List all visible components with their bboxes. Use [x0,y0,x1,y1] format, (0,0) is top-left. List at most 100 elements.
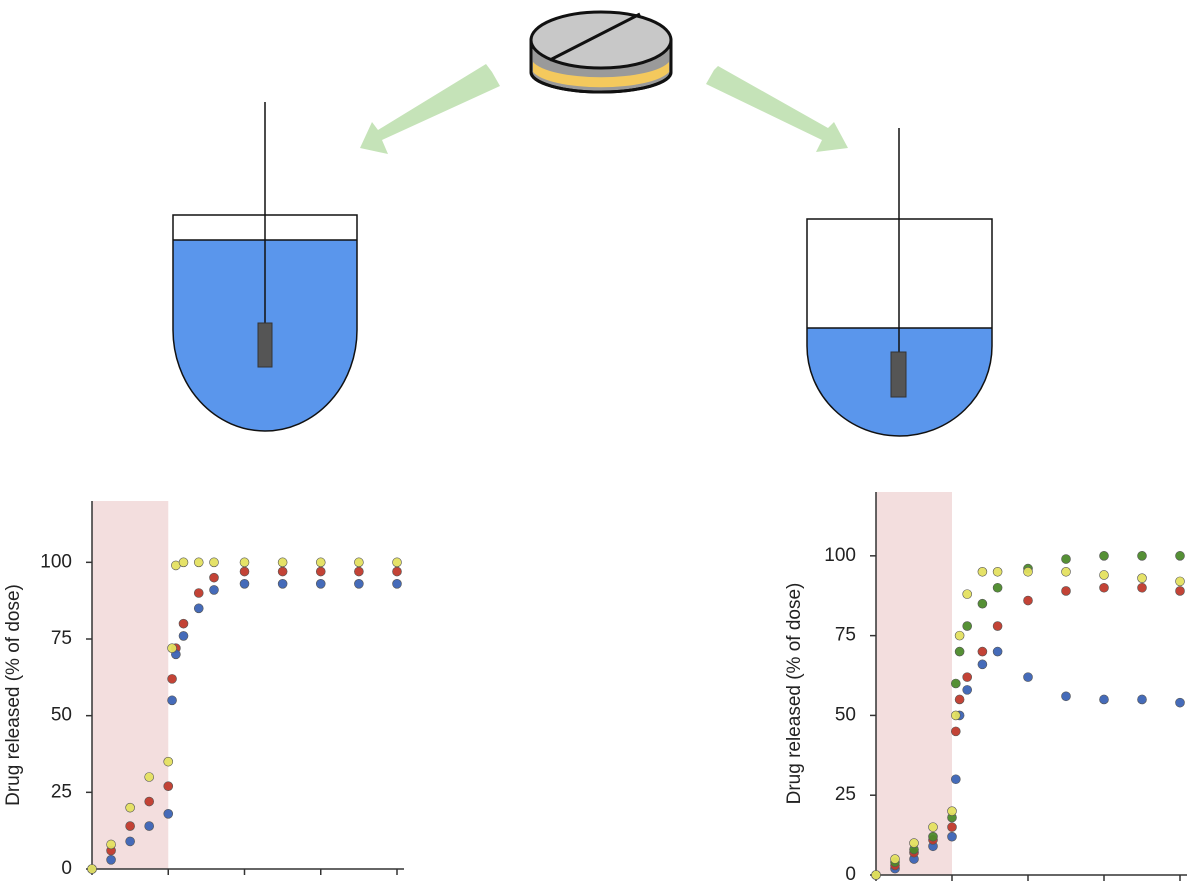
data-point [392,578,402,589]
chart: 0 25 50 75 100 Drug released (% of dose) [784,492,1187,885]
data-point [947,806,957,816]
data-point [209,572,219,583]
data-point [1099,694,1109,705]
data-point [909,838,919,848]
data-point [209,585,219,595]
data-point [392,566,402,577]
data-point [977,659,988,670]
data-point [1061,554,1071,564]
data-point [950,678,961,689]
data-point [144,772,154,782]
data-point [239,566,250,577]
shaded-region [876,492,952,875]
y-tick-label: 100 [824,545,856,566]
arrow-right [706,66,848,152]
data-point [1175,586,1185,596]
y-tick-label: 0 [61,858,72,879]
data-point [193,588,204,598]
data-point [954,694,965,705]
data-point [106,854,116,865]
data-point [1061,586,1071,596]
data-point [193,603,204,614]
data-point [977,598,988,609]
data-point [106,839,116,850]
shaded-region [92,501,169,869]
data-point [125,821,135,831]
y-tick-label: 50 [835,704,856,725]
data-point [144,821,154,831]
data-point [1137,694,1147,705]
data-point [1061,566,1071,577]
data-point [977,566,988,577]
data-point [315,566,326,577]
data-point [992,646,1003,657]
data-point [1137,582,1147,593]
data-point [947,831,957,842]
data-point [167,674,177,684]
data-point [125,836,135,847]
data-point [178,557,189,568]
data-point [163,808,174,819]
data-point [209,557,219,568]
data-point [992,566,1003,577]
data-point [277,578,288,589]
data-point [315,557,326,568]
data-point [144,796,154,807]
vessel-partial [806,128,993,437]
data-point [239,557,250,568]
data-point [167,643,177,654]
data-point [163,781,174,792]
data-point [354,578,364,589]
data-point [962,621,973,631]
data-point [1099,582,1109,593]
data-point [962,589,973,599]
y-tick-label: 75 [835,625,856,646]
data-point [950,774,961,785]
data-point [315,578,326,589]
chart: 0 25 50 75 100 Drug released (% of dose) [3,501,404,879]
y-tick-label: 50 [51,705,72,726]
arrow-left [360,64,500,154]
data-point [1023,595,1033,606]
data-point [890,854,900,864]
data-point [354,566,364,577]
data-point [277,566,288,577]
y-tick-label: 100 [40,551,72,572]
data-point [1099,570,1109,580]
data-point [354,557,364,568]
data-point [871,870,881,880]
data-point [962,685,973,695]
data-point [1137,573,1147,583]
y-axis-label: Drug released (% of dose) [784,583,805,805]
y-tick-label: 25 [51,781,72,802]
data-point [954,646,965,657]
data-point [125,802,135,813]
y-tick-label: 75 [51,628,72,649]
data-point [950,726,961,737]
data-point [277,557,288,568]
data-point [1023,672,1033,682]
data-point [178,618,189,629]
data-point [928,822,938,832]
data-point [950,710,961,721]
data-point [1175,576,1185,587]
data-point [928,831,938,842]
data-point [992,621,1003,631]
tablet [529,10,673,94]
data-point [193,557,204,568]
data-point [1175,551,1185,561]
data-point [1175,697,1185,708]
y-axis-label: Drug released (% of dose) [3,584,24,806]
data-point [167,695,177,706]
vessel-full [172,102,358,432]
data-point [392,557,402,568]
data-point [1023,566,1033,577]
y-tick-label: 25 [835,784,856,805]
data-point [239,578,250,589]
data-point [947,822,957,832]
data-point [1137,551,1147,561]
data-point [87,864,97,874]
data-point [977,646,988,657]
data-point [178,631,189,641]
